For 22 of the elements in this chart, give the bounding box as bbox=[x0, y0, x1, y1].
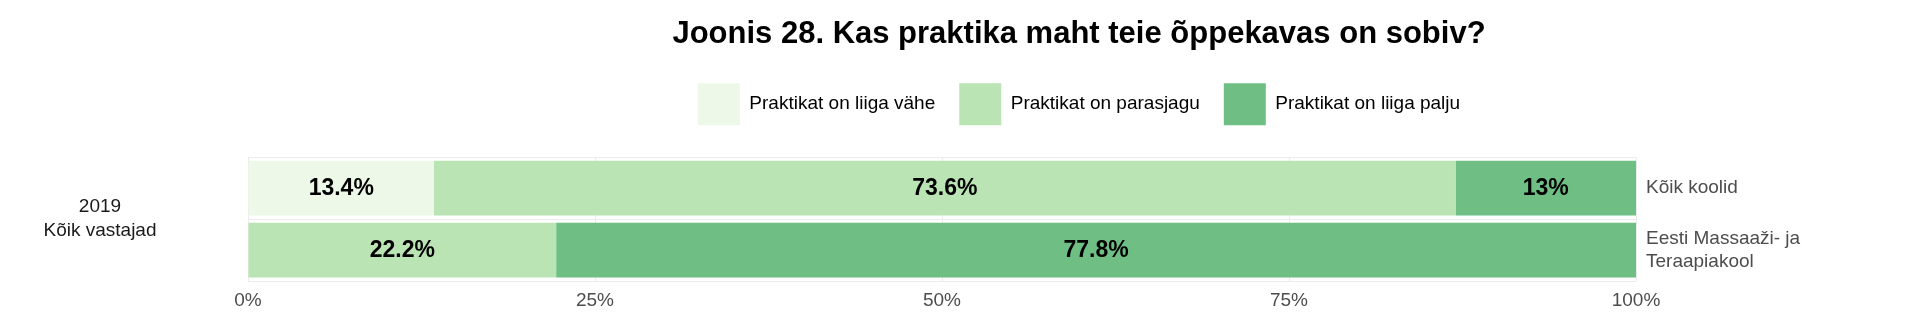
data-label: 13.4% bbox=[308, 173, 374, 200]
x-tick-label: 50% bbox=[922, 288, 962, 310]
bar bbox=[248, 160, 434, 216]
data-label: 77.8% bbox=[1063, 235, 1129, 262]
legend-label: Praktikat on parasjagu bbox=[1010, 92, 1200, 114]
x-tick-label: 25% bbox=[575, 288, 615, 310]
bar bbox=[433, 160, 1456, 216]
x-tick-label: 0% bbox=[234, 288, 262, 310]
x-tick-label: 100% bbox=[1611, 288, 1661, 310]
y-tick-label: Kõik koolid bbox=[1646, 176, 1738, 198]
chart-title: Joonis 28. Kas praktika maht teie õppekavas on sobiv? bbox=[672, 15, 1486, 51]
legend-label: Praktikat on liiga vähe bbox=[749, 92, 936, 114]
text: 2019 Kõik vastajad bbox=[43, 195, 157, 241]
legend-label: Praktikat on liiga palju bbox=[1275, 92, 1461, 114]
data-label: 22.2% bbox=[369, 235, 435, 262]
y-tick-label: Eesti Massaaži- ja Teraapiakool bbox=[1646, 227, 1801, 271]
bar bbox=[248, 222, 557, 278]
data-label: 73.6% bbox=[912, 173, 978, 200]
data-label: 13% bbox=[1522, 173, 1569, 200]
bar bbox=[1455, 160, 1636, 216]
bar bbox=[556, 222, 1636, 278]
x-tick-label: 75% bbox=[1269, 288, 1309, 310]
